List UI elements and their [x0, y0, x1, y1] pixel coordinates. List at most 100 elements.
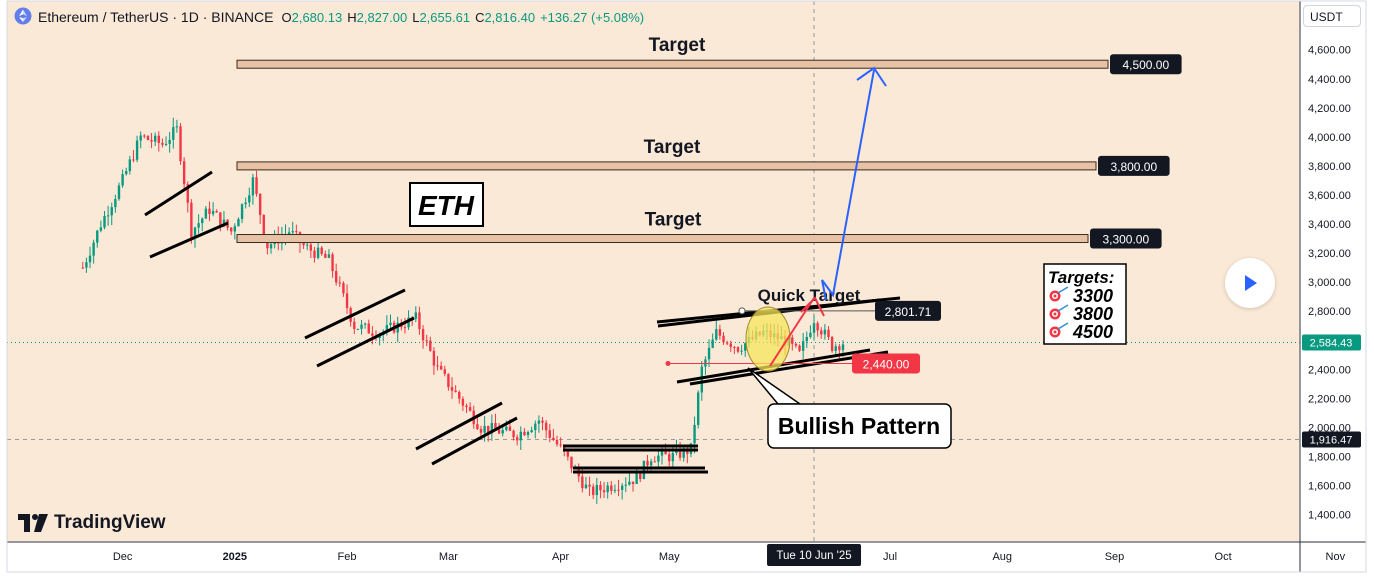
target-label: Target [649, 35, 706, 56]
candle-body [407, 317, 410, 328]
candle-body [309, 244, 313, 251]
candle-body [132, 159, 135, 161]
targets-box-item: 3300 [1073, 286, 1113, 306]
stop-level-badge [852, 353, 920, 374]
candle-body [595, 484, 599, 496]
candle-body [450, 387, 454, 391]
target-dart-icon-center [1053, 330, 1057, 334]
target-band [236, 59, 1109, 69]
candle-body [548, 430, 551, 438]
candle-body [490, 423, 494, 434]
symbol-name[interactable]: Ethereum / TetherUS · 1D · BINANCE [38, 9, 274, 25]
candle-body [664, 450, 667, 455]
crosshair-price-label: 1,916.47 [1310, 434, 1353, 446]
target-band [236, 161, 1097, 171]
candle-body [552, 437, 555, 440]
candle-body [258, 193, 262, 215]
candle-body [682, 448, 685, 458]
y-tick-label: 3,200.00 [1308, 248, 1351, 260]
candle-body [653, 461, 656, 463]
candle-body [201, 218, 204, 224]
open-value: 2,680.13 [291, 9, 343, 25]
currency-button[interactable]: USDT [1303, 5, 1361, 27]
eth-box-label: ETH [418, 190, 475, 221]
target-dart-icon-center [1053, 312, 1057, 316]
candle-body [439, 365, 443, 370]
candle-body [143, 135, 146, 137]
candle-body [219, 212, 222, 226]
candle-body [812, 323, 816, 333]
candle-body [631, 481, 635, 485]
candle-body [606, 485, 609, 493]
blue-arrow-shaft [821, 69, 875, 301]
blue-arrow-head [856, 66, 887, 87]
candle-body [820, 330, 823, 335]
candle-body [190, 202, 193, 238]
candle-body [172, 127, 175, 140]
x-tick-label: Mar [439, 551, 458, 563]
candle-body [668, 454, 671, 462]
candle-body [711, 339, 714, 348]
time-axis [7, 542, 1366, 572]
candle-body [581, 476, 584, 489]
play-button[interactable] [1225, 258, 1275, 308]
candle-body [476, 424, 479, 429]
targets-box-title: Targets: [1048, 268, 1114, 287]
candle-body [443, 369, 446, 374]
candle-body [519, 431, 522, 441]
candle-body [367, 323, 370, 334]
candle-body [515, 437, 519, 441]
y-tick-label: 3,600.00 [1308, 190, 1351, 202]
y-tick-label: 3,000.00 [1308, 277, 1351, 289]
y-tick-label: 4,000.00 [1308, 132, 1351, 144]
y-tick-label: 2,400.00 [1308, 364, 1351, 376]
candle-body [302, 242, 305, 246]
y-tick-label: 3,400.00 [1308, 219, 1351, 231]
highlight-ellipse [745, 306, 791, 372]
candle-body [588, 484, 591, 487]
candle-body [526, 432, 530, 436]
tradingview-logo-icon [18, 514, 48, 532]
quick-target-anchor [738, 307, 746, 315]
candle-body [541, 420, 544, 423]
candle-body [483, 425, 486, 433]
candle-body [801, 341, 805, 351]
candle-body [161, 142, 164, 145]
target-value-label: 3,800.00 [1110, 160, 1157, 174]
candle-body [736, 347, 740, 352]
play-icon [1245, 275, 1257, 291]
x-tick-label: Dec [113, 551, 133, 563]
candle-body [211, 211, 215, 214]
candle-body [168, 139, 171, 144]
bullish-pattern-label: Bullish Pattern [778, 413, 940, 439]
candle-body [718, 329, 722, 336]
candle-body [555, 439, 559, 445]
target-dart-icon-shaft [1057, 286, 1069, 294]
quick-target-label: Quick Target [758, 286, 861, 305]
candle-body [458, 391, 461, 399]
candles-group [81, 117, 845, 504]
candle-body [740, 350, 743, 352]
red-arrow-shaft [769, 297, 815, 367]
candle-body [744, 343, 747, 351]
candle-body [153, 135, 157, 142]
candle-body [197, 223, 200, 228]
candle-body [544, 422, 548, 431]
candle-body [537, 420, 541, 424]
candle-body [306, 244, 309, 246]
change-value: +136.27 (+5.08%) [540, 9, 645, 25]
candle-body [287, 232, 291, 235]
candle-body [414, 312, 418, 319]
candle-body [230, 227, 233, 232]
crosshair-date-box [767, 544, 862, 566]
high-value: 2,827.00 [356, 9, 408, 25]
candle-body [316, 247, 320, 258]
candle-body [421, 329, 425, 341]
x-tick-label: Jul [883, 551, 897, 563]
channel-line [304, 288, 406, 340]
candle-body [649, 461, 653, 466]
candle-body [617, 489, 620, 491]
candle-body [599, 484, 602, 491]
